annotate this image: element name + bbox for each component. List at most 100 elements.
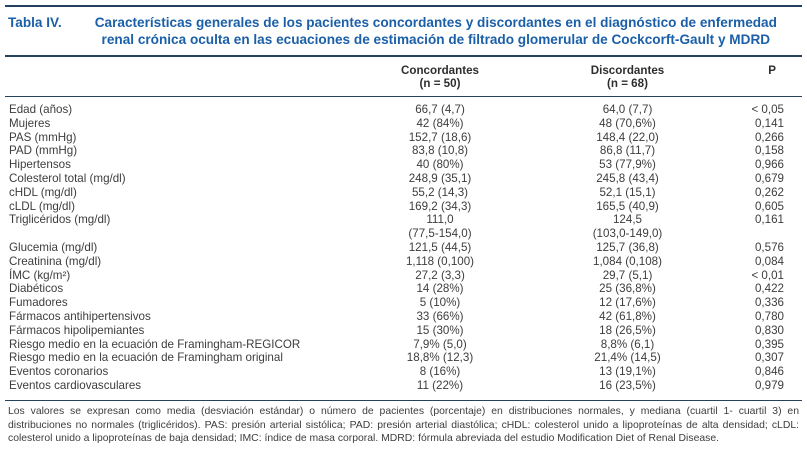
row-label: Riesgo medio en la ecuación de Framingha… (9, 351, 283, 365)
table-body: Edad (años) 66,7 (4,7) 64,0 (7,7) < 0,05… (5, 97, 802, 400)
header-concordantes: Concordantes (n = 50) (370, 64, 510, 90)
table-row: Fumadores 5 (10%) 12 (17,6%) 0,336 (5, 296, 802, 310)
table-number-label: Tabla IV. (8, 15, 62, 30)
table-row: Eventos cardiovasculares 11 (22%) 16 (23… (5, 379, 802, 393)
cell-discordantes: 86,8 (11,7) (599, 144, 656, 158)
cell-concordantes: 169,2 (34,3) (408, 199, 472, 213)
cell-p: 0,161 (754, 213, 784, 227)
cell-value-line: (103,0-149,0) (592, 227, 663, 241)
cell-discordantes: 48 (70,6%) (599, 116, 656, 130)
table-row: Creatinina (mg/dl) 1,118 (0,100) 1,084 (… (5, 255, 802, 269)
cell-discordantes: 125,7 (36,8) (596, 240, 659, 254)
table-row: Colesterol total (mg/dl) 248,9 (35,1) 24… (5, 172, 802, 186)
cell-p: 0,141 (754, 116, 784, 130)
cell-discordantes: 64,0 (7,7) (602, 103, 653, 116)
cell-p: 0,605 (754, 199, 784, 213)
row-label: Creatinina (mg/dl) (9, 254, 102, 268)
cell-p: 0,158 (754, 144, 784, 158)
table-row: Glucemia (mg/dl) 121,5 (44,5) 125,7 (36,… (5, 241, 802, 255)
cell-p: 0,846 (754, 365, 784, 379)
row-label: ÍMC (kg/m²) (9, 268, 71, 282)
cell-p: 0,262 (754, 185, 784, 199)
row-label: cLDL (mg/dl) (9, 199, 75, 213)
cell-concordantes: 11 (22%) (416, 378, 464, 392)
cell-discordantes: 245,8 (43,4) (596, 171, 659, 185)
cell-p: 0,084 (754, 254, 784, 268)
row-label: Hipertensos (9, 158, 71, 172)
cell-discordantes: 21,4% (14,5) (594, 351, 661, 365)
table-row: Hipertensos 40 (80%) 53 (77,9%) 0,966 (5, 158, 802, 172)
cell-discordantes: 165,5 (40,9) (596, 199, 659, 213)
cell-concordantes: 15 (30%) (416, 323, 464, 337)
cell-discordantes: 25 (36,8%) (599, 282, 656, 296)
table-row: Fármacos hipolipemiantes 15 (30%) 18 (26… (5, 324, 802, 338)
row-label: Diabéticos (9, 282, 64, 296)
table-row: ÍMC (kg/m²) 27,2 (3,3) 29,7 (5,1) < 0,01 (5, 269, 802, 283)
cell-p: 0,679 (754, 171, 784, 185)
table-row: Triglicéridos (mg/dl) 111,0 (77,5-154,0) … (5, 213, 802, 241)
row-label: cHDL (mg/dl) (9, 185, 77, 199)
header-discordantes: Discordantes (n = 68) (510, 64, 745, 90)
row-label: Fumadores (9, 296, 68, 310)
table-title: Tabla IV. Características generales de l… (5, 7, 802, 55)
table-row: cHDL (mg/dl) 55,2 (14,3) 52,1 (15,1) 0,2… (5, 186, 802, 200)
cell-p: 0,576 (754, 240, 784, 254)
cell-concordantes: 40 (80%) (416, 158, 464, 172)
cell-discordantes: 53 (77,9%) (599, 158, 656, 172)
title-bottom-rule (5, 55, 802, 57)
cell-value-line: 124,5 (612, 213, 642, 227)
cell-p: 0,422 (754, 282, 784, 296)
cell-p: 0,307 (754, 351, 784, 365)
cell-discordantes: 18 (26,5%) (599, 323, 656, 337)
cell-discordantes: 16 (23,5%) (599, 378, 656, 392)
cell-p: < 0,01 (751, 268, 784, 282)
cell-value-line: (77,5-154,0) (408, 227, 472, 241)
row-label: Colesterol total (mg/dl) (9, 171, 126, 185)
table-header-row: Concordantes (n = 50) Discordantes (n = … (5, 57, 802, 96)
table-row: Eventos coronarios 8 (16%) 13 (19,1%) 0,… (5, 365, 802, 379)
cell-discordantes: 1,084 (0,108) (593, 254, 662, 268)
row-label: Riesgo medio en la ecuación de Framingha… (9, 337, 301, 351)
cell-concordantes: 14 (28%) (416, 282, 464, 296)
table-row: Fármacos antihipertensivos 33 (66%) 42 (… (5, 310, 802, 324)
row-label: Edad (años) (9, 103, 73, 116)
cell-p: 0,966 (754, 158, 784, 172)
row-label: PAS (mmHg) (9, 130, 77, 144)
table-title-line1: Características generales de los pacient… (94, 15, 777, 30)
row-label: Triglicéridos (mg/dl) (9, 213, 111, 227)
cell-concordantes: 111,0 (77,5-154,0) (370, 213, 510, 241)
table-row: Edad (años) 66,7 (4,7) 64,0 (7,7) < 0,05 (5, 103, 802, 117)
cell-concordantes: 152,7 (18,6) (408, 130, 472, 144)
cell-concordantes: 33 (66%) (416, 309, 464, 323)
cell-concordantes: 1,118 (0,100) (405, 254, 475, 268)
row-label: Mujeres (9, 116, 51, 130)
cell-concordantes: 5 (10%) (419, 296, 461, 310)
body-bottom-rule (5, 399, 802, 402)
cell-p: 0,266 (754, 130, 784, 144)
cell-p: 0,830 (754, 323, 784, 337)
header-bottom-rule (5, 95, 802, 97)
table-row: Diabéticos 14 (28%) 25 (36,8%) 0,422 (5, 282, 802, 296)
cell-concordantes: 18,8% (12,3) (406, 351, 474, 365)
row-label: Fármacos hipolipemiantes (9, 323, 145, 337)
table-row: PAD (mmHg) 83,8 (10,8) 86,8 (11,7) 0,158 (5, 144, 802, 158)
cell-discordantes: 12 (17,6%) (599, 296, 656, 310)
table-row: Riesgo medio en la ecuación de Framingha… (5, 338, 802, 352)
cell-discordantes: 148,4 (22,0) (596, 130, 659, 144)
header-p: P (768, 63, 776, 77)
row-label: Glucemia (mg/dl) (9, 240, 98, 254)
row-label: Eventos cardiovasculares (9, 378, 142, 392)
cell-concordantes: 27,2 (3,3) (415, 268, 465, 282)
cell-concordantes: 121,5 (44,5) (408, 240, 472, 254)
cell-value-line: 111,0 (426, 213, 454, 227)
cell-concordantes: 7,9% (5,0) (413, 337, 467, 351)
header-concordantes-name: Concordantes (401, 63, 479, 77)
cell-concordantes: 66,7 (4,7) (415, 103, 465, 116)
top-rule (5, 5, 802, 7)
cell-p: 0,979 (754, 378, 784, 392)
cell-concordantes: 8 (16%) (419, 365, 461, 379)
cell-concordantes: 248,9 (35,1) (408, 171, 472, 185)
cell-p: 0,780 (754, 309, 784, 323)
table-row: Mujeres 42 (84%) 48 (70,6%) 0,141 (5, 117, 802, 131)
cell-concordantes: 55,2 (14,3) (411, 185, 469, 199)
